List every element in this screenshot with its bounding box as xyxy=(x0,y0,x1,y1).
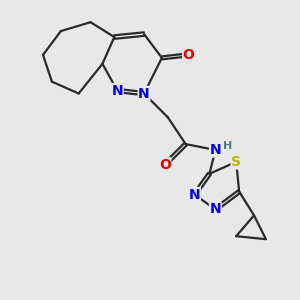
Text: N: N xyxy=(210,143,221,157)
Text: N: N xyxy=(138,86,150,100)
Text: O: O xyxy=(159,158,171,172)
Text: S: S xyxy=(231,155,241,169)
Text: N: N xyxy=(189,188,200,202)
Text: H: H xyxy=(223,141,232,152)
Text: N: N xyxy=(112,84,123,98)
Text: N: N xyxy=(210,202,221,216)
Text: O: O xyxy=(183,48,195,62)
